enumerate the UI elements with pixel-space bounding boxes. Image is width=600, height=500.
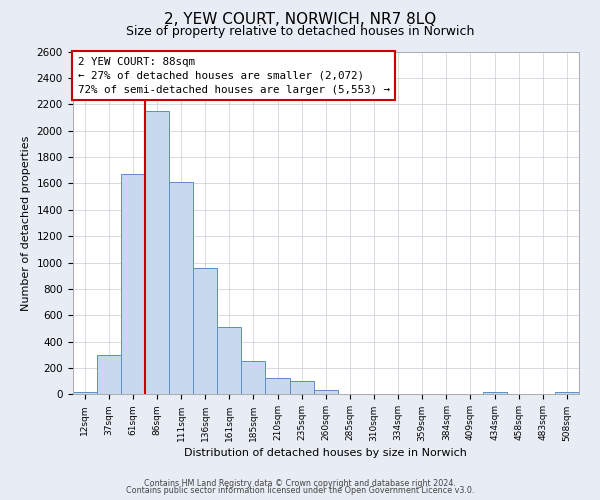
Text: 2, YEW COURT, NORWICH, NR7 8LQ: 2, YEW COURT, NORWICH, NR7 8LQ xyxy=(164,12,436,28)
Bar xyxy=(73,392,97,394)
Bar xyxy=(97,355,121,395)
Bar xyxy=(193,268,217,394)
Text: Size of property relative to detached houses in Norwich: Size of property relative to detached ho… xyxy=(126,25,474,38)
Text: Contains public sector information licensed under the Open Government Licence v3: Contains public sector information licen… xyxy=(126,486,474,495)
Bar xyxy=(145,111,169,395)
Text: Contains HM Land Registry data © Crown copyright and database right 2024.: Contains HM Land Registry data © Crown c… xyxy=(144,478,456,488)
Bar xyxy=(265,378,290,394)
X-axis label: Distribution of detached houses by size in Norwich: Distribution of detached houses by size … xyxy=(184,448,467,458)
Text: 2 YEW COURT: 88sqm
← 27% of detached houses are smaller (2,072)
72% of semi-deta: 2 YEW COURT: 88sqm ← 27% of detached hou… xyxy=(77,56,389,94)
Bar xyxy=(169,182,193,394)
Bar xyxy=(555,392,579,394)
Bar xyxy=(482,392,506,394)
Bar xyxy=(241,361,265,394)
Bar xyxy=(217,327,241,394)
Bar xyxy=(290,382,314,394)
Bar xyxy=(314,390,338,394)
Bar xyxy=(121,174,145,394)
Y-axis label: Number of detached properties: Number of detached properties xyxy=(21,136,31,310)
